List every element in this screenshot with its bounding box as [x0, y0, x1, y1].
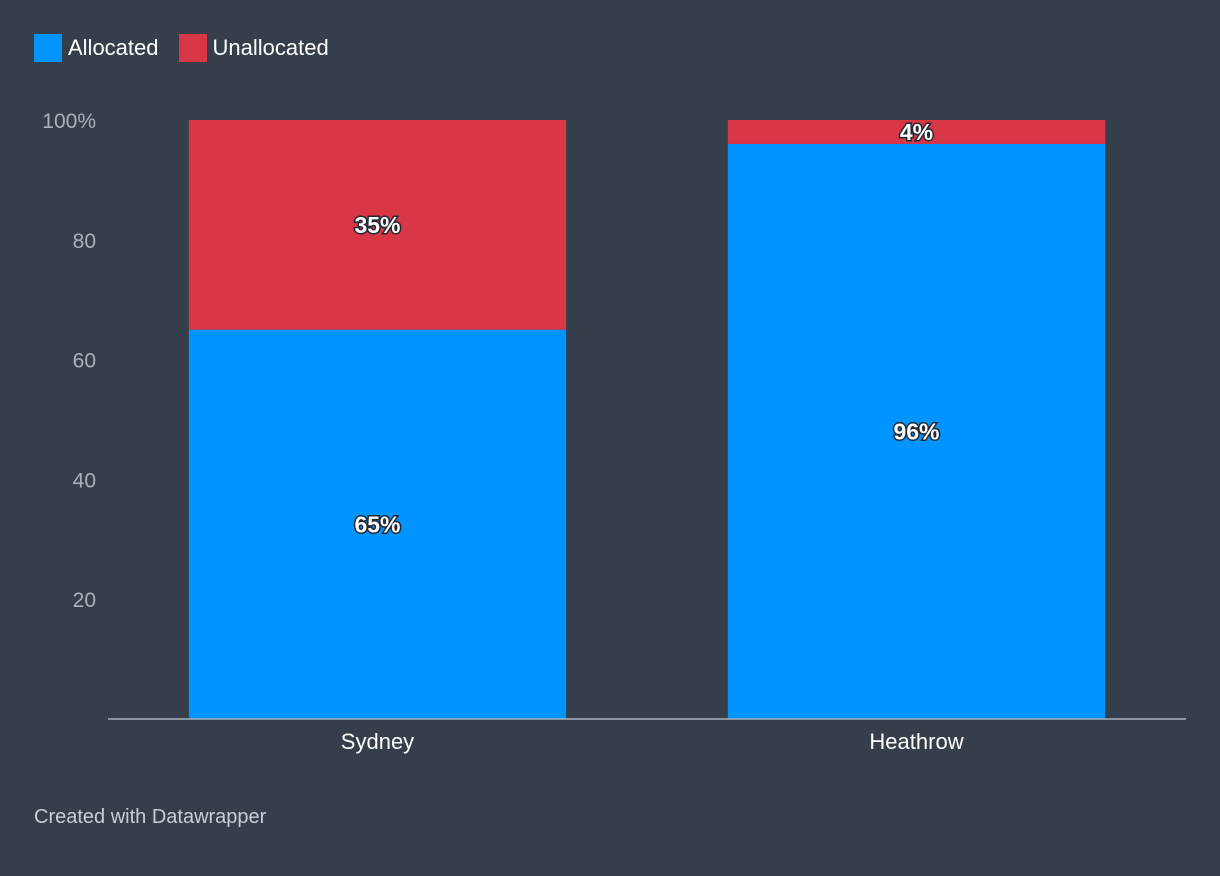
data-label: 65%	[354, 511, 400, 537]
y-tick-label: 60	[73, 350, 96, 373]
y-tick-label: 80	[73, 230, 96, 253]
y-tick-label: 20	[73, 589, 96, 612]
data-label: 35%	[354, 212, 400, 238]
bar-unallocated-heathrow	[727, 120, 1106, 144]
legend-label-unallocated: Unallocated	[212, 35, 329, 60]
data-label: 4%	[900, 119, 933, 145]
bar-unallocated-sydney	[188, 120, 567, 330]
y-tick-label: 100%	[42, 110, 96, 133]
y-tick-label: 40	[73, 469, 96, 492]
legend-swatch-unallocated	[178, 34, 207, 62]
legend-swatch-allocated	[34, 34, 62, 62]
legend-item-allocated: Allocated	[34, 34, 159, 62]
x-tick-label: Sydney	[341, 729, 414, 754]
data-label: 96%	[893, 418, 939, 444]
chart-legend: Allocated Unallocated	[34, 34, 329, 62]
x-tick-label: Heathrow	[869, 729, 963, 754]
footer-credit: Created with Datawrapper	[34, 806, 267, 828]
legend-label-allocated: Allocated	[68, 35, 159, 60]
bar-allocated-heathrow	[727, 143, 1106, 719]
bar-allocated-sydney	[188, 329, 567, 719]
legend-item-unallocated: Unallocated	[178, 34, 329, 62]
